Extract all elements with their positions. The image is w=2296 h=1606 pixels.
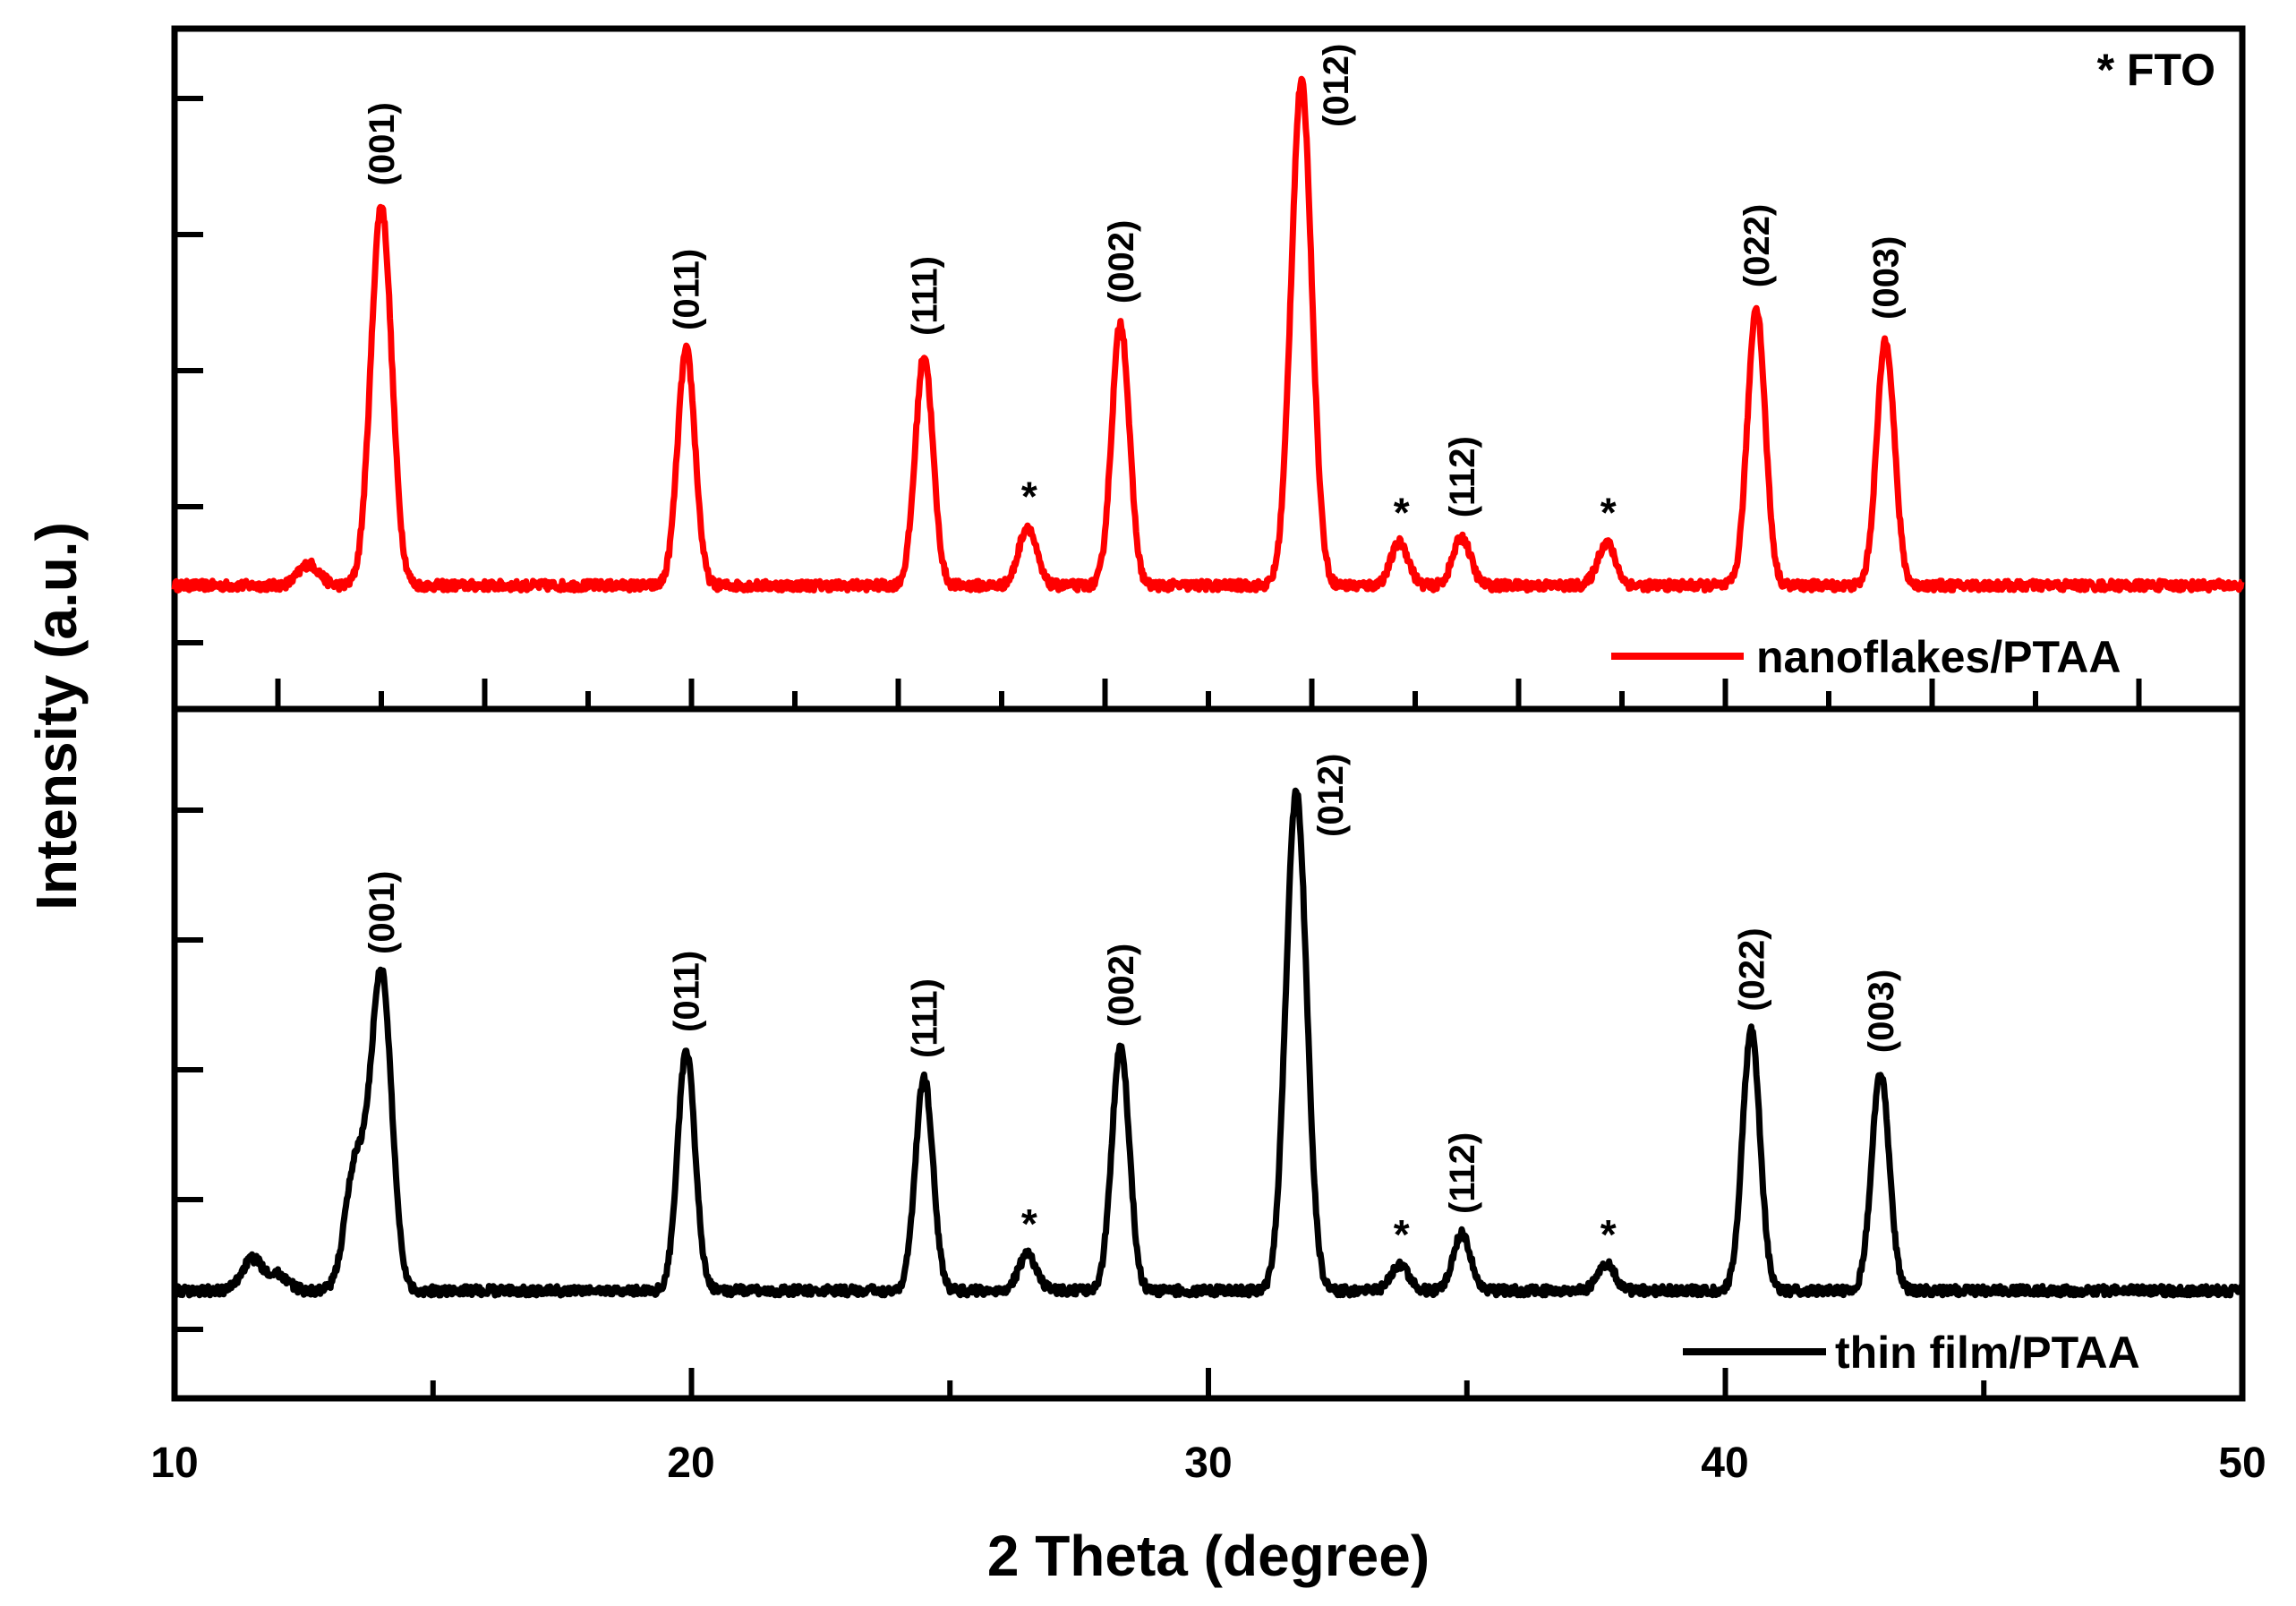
fto-marker-1-11: * xyxy=(1600,1211,1617,1258)
x-tick-label-30: 30 xyxy=(1184,1439,1232,1487)
x-tick-label-10: 10 xyxy=(150,1439,198,1487)
x-tick-label-40: 40 xyxy=(1701,1439,1748,1487)
peak-label-1-13: (003) xyxy=(1862,970,1901,1053)
legend-label-nanoflakes: nanoflakes/PTAA xyxy=(1756,632,2121,682)
series-layer xyxy=(171,75,2246,1299)
x-tick-label-20: 20 xyxy=(667,1439,714,1487)
plot-frame xyxy=(171,25,2246,1402)
peak-label-0-4: (111) xyxy=(905,256,944,336)
fto-marker-0-5: * xyxy=(1021,473,1037,519)
peak-label-1-5: (111) xyxy=(905,978,944,1058)
tick-layer xyxy=(175,96,2142,1398)
peak-label-0-9: (112) xyxy=(1443,436,1482,517)
fto-marker-1-9: * xyxy=(1394,1211,1410,1258)
series-line-nanoflakes xyxy=(171,75,2245,594)
fto-note: * FTO xyxy=(2097,45,2215,95)
peak-label-1-8: (012) xyxy=(1311,754,1351,837)
peak-label-1-4: (011) xyxy=(668,951,707,1032)
peak-label-1-3: (001) xyxy=(363,871,402,954)
peak-label-0-7: (012) xyxy=(1317,44,1356,127)
peak-label-0-2: (001) xyxy=(363,102,402,185)
peak-label-0-12: (003) xyxy=(1867,236,1907,320)
fto-marker-0-10: * xyxy=(1600,489,1617,535)
peak-label-0-11: (022) xyxy=(1737,204,1777,287)
fto-marker-0-8: * xyxy=(1394,489,1410,535)
legend-label-thin-film: thin film/PTAA xyxy=(1835,1328,2140,1378)
peak-label-0-6: (002) xyxy=(1102,220,1141,303)
x-axis-title: 2 Theta (degree) xyxy=(987,1524,1430,1588)
y-axis-title: Intensity (a.u.) xyxy=(24,522,89,910)
peak-label-0-3: (011) xyxy=(668,249,707,330)
peak-label-1-10: (112) xyxy=(1443,1132,1482,1214)
frame-layer xyxy=(171,25,2246,1402)
peak-label-1-12: (022) xyxy=(1732,927,1771,1011)
peak-label-1-7: (002) xyxy=(1102,944,1141,1027)
label-layer: (001) (011) (111) * (002) (012) * (112) * (022) (0… xyxy=(363,44,1907,1258)
fto-marker-1-6: * xyxy=(1021,1200,1037,1247)
series-line-thin-film xyxy=(172,787,2246,1299)
x-tick-label-50: 50 xyxy=(2218,1439,2266,1487)
